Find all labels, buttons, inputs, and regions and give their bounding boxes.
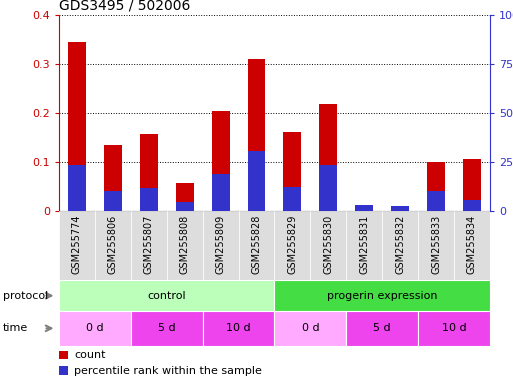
Bar (319, 104, 337, 211)
Bar (104, 145, 122, 211)
Bar (283, 132, 301, 211)
FancyBboxPatch shape (274, 211, 310, 280)
Text: percentile rank within the sample: percentile rank within the sample (74, 366, 262, 376)
Bar (104, 190, 122, 211)
Bar (68, 42, 86, 211)
FancyBboxPatch shape (95, 211, 131, 280)
Bar (355, 205, 373, 211)
Bar (140, 188, 157, 211)
Bar (247, 151, 265, 211)
Bar (211, 174, 229, 211)
Bar (283, 187, 301, 211)
Text: GSM255808: GSM255808 (180, 215, 190, 274)
Bar (175, 183, 193, 211)
Text: GSM255828: GSM255828 (251, 215, 262, 274)
Text: GSM255833: GSM255833 (431, 215, 441, 274)
FancyBboxPatch shape (310, 211, 346, 280)
Text: GSM255774: GSM255774 (72, 215, 82, 274)
FancyBboxPatch shape (203, 211, 239, 280)
FancyBboxPatch shape (59, 280, 274, 311)
Bar (68, 165, 86, 211)
Text: GSM255806: GSM255806 (108, 215, 118, 274)
FancyBboxPatch shape (454, 211, 490, 280)
Bar (175, 202, 193, 211)
Text: GSM255809: GSM255809 (215, 215, 226, 274)
Bar (391, 206, 409, 211)
Text: GSM255834: GSM255834 (467, 215, 477, 274)
FancyBboxPatch shape (346, 211, 382, 280)
Text: GSM255829: GSM255829 (287, 215, 298, 274)
Bar (427, 190, 445, 211)
Bar (391, 206, 409, 211)
FancyBboxPatch shape (274, 311, 346, 346)
Text: 10 d: 10 d (442, 323, 466, 333)
FancyBboxPatch shape (274, 280, 490, 311)
Bar (211, 111, 229, 211)
FancyBboxPatch shape (418, 211, 454, 280)
Text: 5 d: 5 d (373, 323, 391, 333)
Bar (247, 60, 265, 211)
Bar (59, 351, 68, 359)
Text: 0 d: 0 d (302, 323, 319, 333)
Bar (319, 165, 337, 211)
Text: 0 d: 0 d (86, 323, 104, 333)
FancyBboxPatch shape (239, 211, 274, 280)
FancyBboxPatch shape (346, 311, 418, 346)
Text: GSM255807: GSM255807 (144, 215, 154, 274)
Text: 10 d: 10 d (226, 323, 251, 333)
Text: protocol: protocol (3, 291, 48, 301)
Text: GSM255831: GSM255831 (359, 215, 369, 274)
Text: progerin expression: progerin expression (327, 291, 438, 301)
Text: GSM255830: GSM255830 (323, 215, 333, 274)
FancyBboxPatch shape (203, 311, 274, 346)
Bar (463, 200, 481, 211)
Bar (427, 162, 445, 211)
FancyBboxPatch shape (131, 211, 167, 280)
FancyBboxPatch shape (418, 311, 490, 346)
Bar (355, 205, 373, 211)
Text: GSM255832: GSM255832 (395, 215, 405, 274)
Bar (59, 366, 68, 375)
Text: GDS3495 / 502006: GDS3495 / 502006 (59, 0, 190, 13)
Text: count: count (74, 350, 106, 360)
FancyBboxPatch shape (382, 211, 418, 280)
Bar (463, 159, 481, 211)
FancyBboxPatch shape (167, 211, 203, 280)
FancyBboxPatch shape (59, 311, 131, 346)
Text: time: time (3, 323, 28, 333)
FancyBboxPatch shape (131, 311, 203, 346)
Bar (140, 134, 157, 211)
Text: 5 d: 5 d (158, 323, 175, 333)
FancyBboxPatch shape (59, 211, 95, 280)
Text: control: control (147, 291, 186, 301)
